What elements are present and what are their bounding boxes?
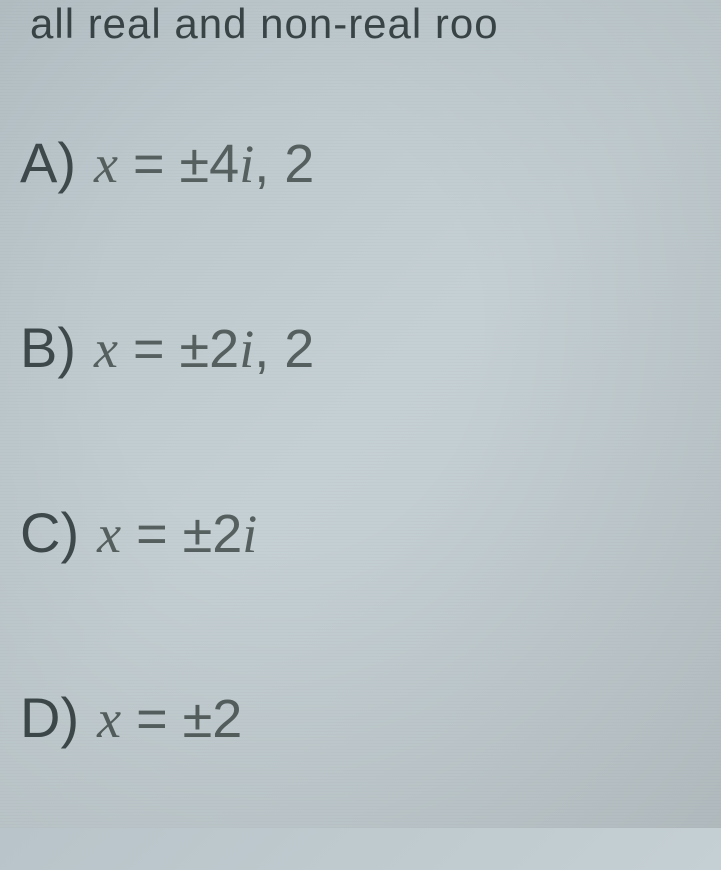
- equals-sign: =: [118, 134, 180, 194]
- plusminus-sign: ±: [183, 689, 213, 749]
- option-b[interactable]: B) x = ±2i, 2: [20, 315, 721, 380]
- option-b-label: B): [20, 315, 76, 380]
- option-c-label: C): [20, 500, 79, 565]
- plusminus-sign: ±: [183, 504, 213, 564]
- variable-x: x: [94, 319, 118, 379]
- option-c[interactable]: C) x = ±2i: [20, 500, 721, 565]
- variable-x: x: [97, 689, 121, 749]
- option-a-label: A): [20, 130, 76, 195]
- suffix-text: , 2: [254, 134, 314, 194]
- option-d-expression: x = ±2: [97, 688, 242, 750]
- suffix-text: , 2: [254, 319, 314, 379]
- variable-x: x: [94, 134, 118, 194]
- imaginary-unit: i: [242, 504, 257, 564]
- equals-sign: =: [121, 689, 183, 749]
- plusminus-sign: ±: [180, 134, 210, 194]
- equals-sign: =: [121, 504, 183, 564]
- option-a-expression: x = ±4i, 2: [94, 133, 314, 195]
- option-b-expression: x = ±2i, 2: [94, 318, 314, 380]
- coefficient: 4: [209, 134, 239, 194]
- option-d[interactable]: D) x = ±2: [20, 685, 721, 750]
- option-d-label: D): [20, 685, 79, 750]
- plusminus-sign: ±: [180, 319, 210, 379]
- coefficient: 2: [212, 504, 242, 564]
- answer-options-container: A) x = ±4i, 2 B) x = ±2i, 2 C) x = ±2i D…: [20, 130, 721, 870]
- coefficient: 2: [209, 319, 239, 379]
- imaginary-unit: i: [239, 319, 254, 379]
- imaginary-unit: i: [239, 134, 254, 194]
- variable-x: x: [97, 504, 121, 564]
- question-header-fragment: all real and non-real roo: [0, 0, 721, 50]
- option-a[interactable]: A) x = ±4i, 2: [20, 130, 721, 195]
- equals-sign: =: [118, 319, 180, 379]
- option-c-expression: x = ±2i: [97, 503, 257, 565]
- coefficient: 2: [212, 689, 242, 749]
